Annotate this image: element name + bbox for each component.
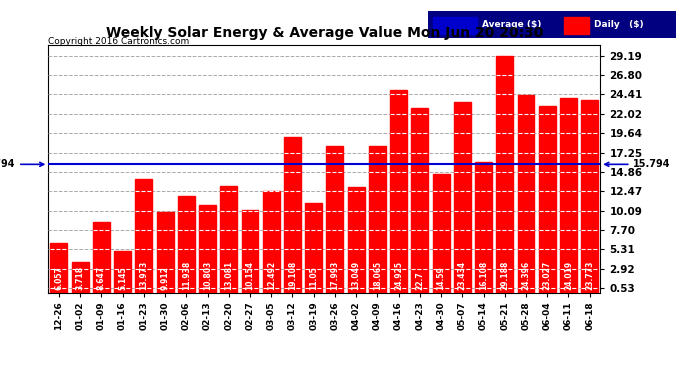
Text: 29.188: 29.188 xyxy=(500,261,509,290)
Text: Copyright 2016 Cartronics.com: Copyright 2016 Cartronics.com xyxy=(48,38,190,46)
Text: 14.59: 14.59 xyxy=(437,266,446,290)
Text: 9.912: 9.912 xyxy=(161,266,170,290)
Text: 15.794: 15.794 xyxy=(605,159,671,170)
Bar xyxy=(475,162,492,292)
Bar xyxy=(369,146,386,292)
Bar xyxy=(564,16,589,34)
Bar xyxy=(241,210,259,292)
Bar xyxy=(93,222,110,292)
Text: Daily   ($): Daily ($) xyxy=(594,20,644,29)
Bar xyxy=(50,243,68,292)
Text: 8.647: 8.647 xyxy=(97,266,106,290)
Text: 13.049: 13.049 xyxy=(352,261,361,290)
Text: 24.396: 24.396 xyxy=(522,261,531,290)
Text: 12.492: 12.492 xyxy=(267,261,276,290)
Text: 6.057: 6.057 xyxy=(55,266,63,290)
Bar xyxy=(305,203,322,292)
Bar xyxy=(390,90,407,292)
Text: 23.434: 23.434 xyxy=(457,261,467,290)
Bar xyxy=(496,56,513,292)
Bar xyxy=(135,179,152,292)
Bar xyxy=(178,196,195,292)
Bar xyxy=(284,138,301,292)
Text: 24.925: 24.925 xyxy=(394,261,403,290)
Bar xyxy=(220,186,237,292)
Bar xyxy=(263,191,279,292)
Bar xyxy=(157,212,174,292)
Text: 23.027: 23.027 xyxy=(543,261,552,290)
Text: 15.794: 15.794 xyxy=(0,159,43,170)
Text: 5.145: 5.145 xyxy=(118,267,127,290)
Text: 11.05: 11.05 xyxy=(309,266,318,290)
Text: 17.993: 17.993 xyxy=(331,261,339,290)
Text: 16.108: 16.108 xyxy=(479,261,488,290)
Text: 23.773: 23.773 xyxy=(585,261,594,290)
Text: 13.081: 13.081 xyxy=(224,261,233,290)
Text: Weekly Solar Energy & Average Value Mon Jun 20 20:30: Weekly Solar Energy & Average Value Mon … xyxy=(106,26,543,40)
Bar xyxy=(518,94,535,292)
Bar xyxy=(199,205,216,292)
Bar xyxy=(326,147,344,292)
Text: 19.108: 19.108 xyxy=(288,261,297,290)
Text: 22.7: 22.7 xyxy=(415,272,424,290)
Text: 24.019: 24.019 xyxy=(564,261,573,290)
Bar xyxy=(560,98,577,292)
Bar xyxy=(72,262,88,292)
Bar xyxy=(433,16,477,34)
Text: 11.938: 11.938 xyxy=(181,261,191,290)
Text: 10.803: 10.803 xyxy=(203,261,212,290)
Text: 3.718: 3.718 xyxy=(76,266,85,290)
Text: 13.973: 13.973 xyxy=(139,261,148,290)
Bar xyxy=(348,187,364,292)
Bar xyxy=(411,108,428,292)
Bar xyxy=(539,106,555,292)
Bar xyxy=(454,102,471,292)
Bar xyxy=(581,100,598,292)
Bar xyxy=(114,251,131,292)
Text: 10.154: 10.154 xyxy=(246,261,255,290)
Bar xyxy=(433,174,450,292)
Text: Average ($): Average ($) xyxy=(482,20,542,29)
Text: 18.065: 18.065 xyxy=(373,261,382,290)
